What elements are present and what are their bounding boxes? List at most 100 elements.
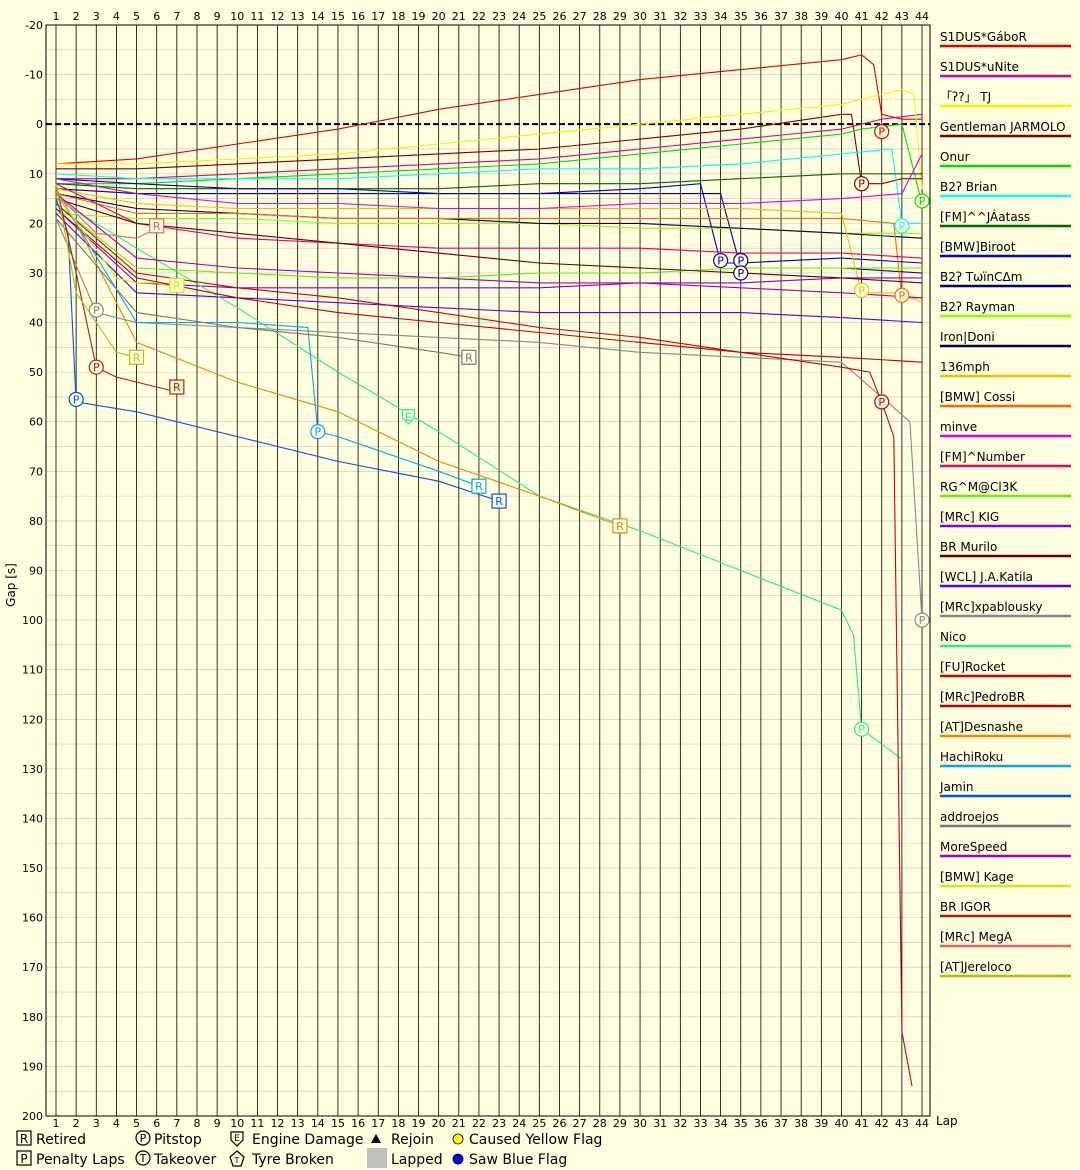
x-tick-label-bottom: 14 — [311, 1117, 325, 1130]
series-line — [55, 183, 177, 393]
series-line — [55, 193, 177, 289]
series-line — [55, 213, 923, 324]
y-tick-label: 170 — [22, 961, 43, 974]
x-tick-label-top: 17 — [371, 10, 385, 23]
x-tick-label-top: 25 — [532, 10, 546, 23]
x-tick-label-top: 5 — [133, 10, 140, 23]
x-tick-label-top: 3 — [93, 10, 100, 23]
legend-entry-name: BR IGOR — [940, 900, 991, 914]
marker-letter: P — [717, 255, 724, 268]
marker-letter: R — [133, 351, 141, 364]
x-tick-label-bottom: 23 — [492, 1117, 506, 1130]
legend-entry-name: minve — [940, 420, 977, 434]
x-tick-label-top: 1 — [53, 10, 60, 23]
retired-marker — [461, 349, 477, 365]
takeover-icon — [135, 1150, 151, 1166]
x-tick-label-top: 18 — [391, 10, 405, 23]
takeover-label: Takeover — [153, 1152, 216, 1168]
x-tick-label-top: 20 — [432, 10, 446, 23]
pitstop-marker — [68, 391, 84, 408]
saw-blue-flag-label: Saw Blue Flag — [469, 1152, 567, 1168]
series-line — [55, 203, 922, 279]
x-tick-label-top: 36 — [754, 10, 768, 23]
x-tick-label-bottom: 1 — [53, 1117, 60, 1130]
rejoin-label: Rejoin — [391, 1132, 434, 1148]
x-tick-label-bottom: 36 — [754, 1117, 768, 1130]
x-tick-label-top: 22 — [472, 10, 486, 23]
marker-letter: R — [465, 351, 473, 364]
x-tick-label-bottom: 42 — [875, 1117, 889, 1130]
legend-entry-name: BR Murilo — [940, 540, 997, 554]
retired-marker — [169, 277, 185, 293]
x-tick-label-bottom: 4 — [113, 1117, 120, 1130]
x-tick-label-bottom: 9 — [214, 1117, 221, 1130]
x-tick-label-top: 26 — [553, 10, 567, 23]
legend-entry-name: [FU]Rocket — [940, 660, 1006, 674]
series-line — [55, 183, 923, 259]
retired-marker — [491, 493, 507, 509]
legend-entry-name: [WCL] J.A.Katila — [940, 570, 1033, 584]
y-tick-label: 160 — [22, 912, 43, 925]
x-tick-label-top: 16 — [351, 10, 365, 23]
retired-label: Retired — [36, 1132, 86, 1148]
y-tick-label: 70 — [29, 465, 43, 478]
x-tick-label-top: 30 — [633, 10, 647, 23]
series-line — [55, 208, 923, 363]
x-tick-label-top: 4 — [113, 10, 120, 23]
legend-entry-name: Iron|Doni — [940, 330, 995, 344]
x-tick-label-top: 23 — [492, 10, 506, 23]
legend-entry-name: Onur — [940, 150, 970, 164]
legend-entry-name: [MRc] KIG — [940, 510, 999, 524]
series-line — [55, 54, 922, 165]
legend-entry-name: [BMW]Biroot — [940, 240, 1016, 254]
marker-letter: P — [73, 393, 80, 406]
x-tick-label-bottom: 37 — [774, 1117, 788, 1130]
x-tick-label-bottom: 16 — [351, 1117, 365, 1130]
y-tick-label: 130 — [22, 763, 43, 776]
yellow-flag-icon — [452, 1133, 464, 1145]
legend-entry-name: [AT]Jereloco — [940, 960, 1012, 974]
x-tick-label-bottom: 17 — [371, 1117, 385, 1130]
x-tick-label-top: 34 — [714, 10, 728, 23]
marker-letter: P — [919, 195, 926, 208]
series-line — [55, 148, 922, 224]
x-tick-label-top: 37 — [774, 10, 788, 23]
y-tick-label: 10 — [29, 168, 43, 181]
engine-damage-label: Engine Damage — [252, 1132, 364, 1148]
legend-entry-name: Gentleman JARMOLO — [940, 120, 1066, 134]
y-tick-label: 140 — [22, 812, 43, 825]
marker-letter: P — [314, 426, 321, 439]
tyre-broken-label: Tyre Broken — [251, 1152, 334, 1168]
y-tick-label: 180 — [22, 1011, 43, 1024]
x-tick-label-bottom: 25 — [532, 1117, 546, 1130]
marker-letter: P — [93, 304, 100, 317]
y-tick-label: 150 — [22, 862, 43, 875]
pitstop-marker — [853, 721, 870, 737]
legend-entry-name: B2ʔ Brian — [940, 180, 997, 194]
x-tick-label-top: 14 — [311, 10, 325, 23]
x-tick-label-top: 11 — [250, 10, 264, 23]
marker-letter: P — [878, 126, 885, 139]
x-tick-label-top: 9 — [214, 10, 221, 23]
marker-letter: R — [616, 520, 624, 533]
x-tick-label-top: 29 — [613, 10, 627, 23]
legend-entry-name: [MRc]xpablousky — [940, 600, 1043, 614]
pitstop-marker — [874, 394, 890, 410]
x-tick-label-bottom: 15 — [331, 1117, 345, 1130]
legend-entry-name: [FM]^Number — [940, 450, 1025, 464]
x-tick-label-top: 42 — [875, 10, 889, 23]
x-tick-label-top: 19 — [412, 10, 426, 23]
series-lines — [55, 54, 923, 1087]
takeover-icon-letter: T — [139, 1152, 147, 1165]
tyre-broken-icon — [229, 1150, 245, 1167]
marker-letter: P — [899, 220, 906, 233]
x-tick-label-bottom: 10 — [230, 1117, 244, 1130]
retired-marker — [471, 478, 487, 494]
series-line — [55, 188, 621, 527]
y-tick-label: 190 — [22, 1060, 43, 1073]
x-tick-label-top: 41 — [855, 10, 869, 23]
legend-entry-name: S1DUS*uNite — [940, 60, 1019, 74]
x-tick-label-top: 43 — [895, 10, 909, 23]
